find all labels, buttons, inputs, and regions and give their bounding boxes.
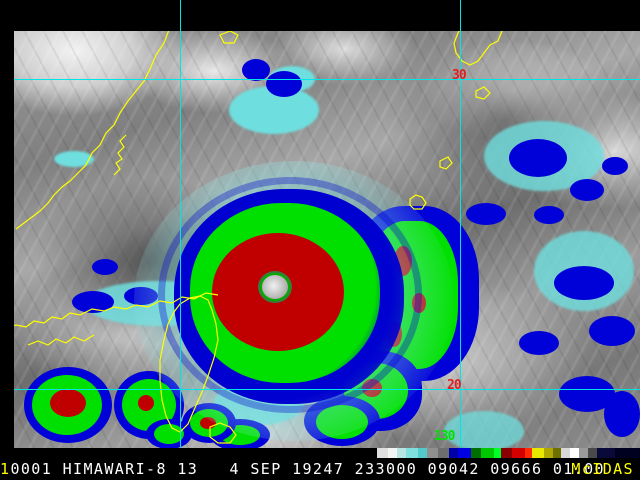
colorbar-segment — [438, 448, 449, 458]
colorbar-segment — [448, 448, 458, 458]
colorbar-segment — [481, 448, 494, 458]
deep-convection-cell — [509, 139, 567, 177]
deep-convection-cell — [589, 316, 635, 346]
colorbar-segment — [596, 448, 615, 458]
colorbar-segment — [614, 448, 640, 458]
deep-convection-cell — [466, 203, 506, 225]
convective-cell — [266, 71, 302, 97]
convective-cell — [92, 259, 118, 275]
longitude-gridline-130e — [460, 31, 461, 448]
mcidas-label: McIDAS — [571, 460, 634, 478]
deep-convection-cell — [519, 331, 559, 355]
latitude-label-20: 20 — [447, 378, 462, 393]
status-bar: 10001 HIMAWARI-8 13 4 SEP 19247 233000 0… — [0, 448, 640, 480]
storm-eye — [262, 275, 288, 299]
colorbar-segment — [578, 448, 588, 458]
image-info-line: 10001 HIMAWARI-8 13 4 SEP 19247 233000 0… — [0, 459, 640, 480]
latitude-label-30: 30 — [452, 68, 467, 83]
colorbar-segment — [418, 448, 428, 458]
colorbar-segment — [553, 448, 561, 458]
colorbar-segment — [0, 448, 377, 458]
deep-convection-cell — [534, 206, 564, 224]
satellite-image-canvas: 30 20 130 — [14, 0, 640, 448]
latitude-gridline-30n — [14, 79, 640, 80]
image-data-area — [14, 31, 640, 448]
cold-cloud-patch — [444, 411, 524, 448]
colorbar-segment — [512, 448, 525, 458]
colorbar-segment — [396, 448, 406, 458]
enhancement-color-bar — [0, 448, 640, 458]
colorbar-segment — [405, 448, 419, 458]
colorbar-segment — [376, 448, 388, 458]
colorbar-segment — [587, 448, 597, 458]
longitude-gridline-125e — [180, 31, 181, 448]
banner-text: 0001 HIMAWARI-8 13 4 SEP 19247 233000 09… — [10, 460, 605, 478]
deep-convection-cell — [604, 391, 640, 437]
convective-cell — [242, 59, 270, 81]
banner-prefix: 1 — [0, 460, 11, 478]
deep-convection-cell — [602, 157, 628, 175]
colorbar-segment — [387, 448, 397, 458]
colorbar-segment — [470, 448, 482, 458]
coldest-tops — [50, 389, 86, 417]
cold-cloud-patch — [54, 151, 94, 167]
coldest-tops — [138, 395, 154, 411]
colorbar-segment — [501, 448, 512, 458]
colorbar-segment — [427, 448, 439, 458]
convective-cell — [72, 291, 114, 313]
colorbar-segment — [569, 448, 579, 458]
longitude-gridline-extension — [460, 0, 461, 31]
colorbar-segment — [493, 448, 502, 458]
longitude-label-130: 130 — [434, 429, 456, 444]
deep-convection-cell — [554, 266, 614, 300]
colorbar-segment — [531, 448, 545, 458]
longitude-gridline-extension — [180, 0, 181, 31]
typhoon-feature — [134, 161, 454, 441]
colorbar-segment — [457, 448, 471, 458]
colorbar-segment — [560, 448, 570, 458]
latitude-gridline-20n — [14, 389, 640, 390]
colorbar-segment — [524, 448, 532, 458]
deep-convection-cell — [570, 179, 604, 201]
colorbar-segment — [544, 448, 554, 458]
